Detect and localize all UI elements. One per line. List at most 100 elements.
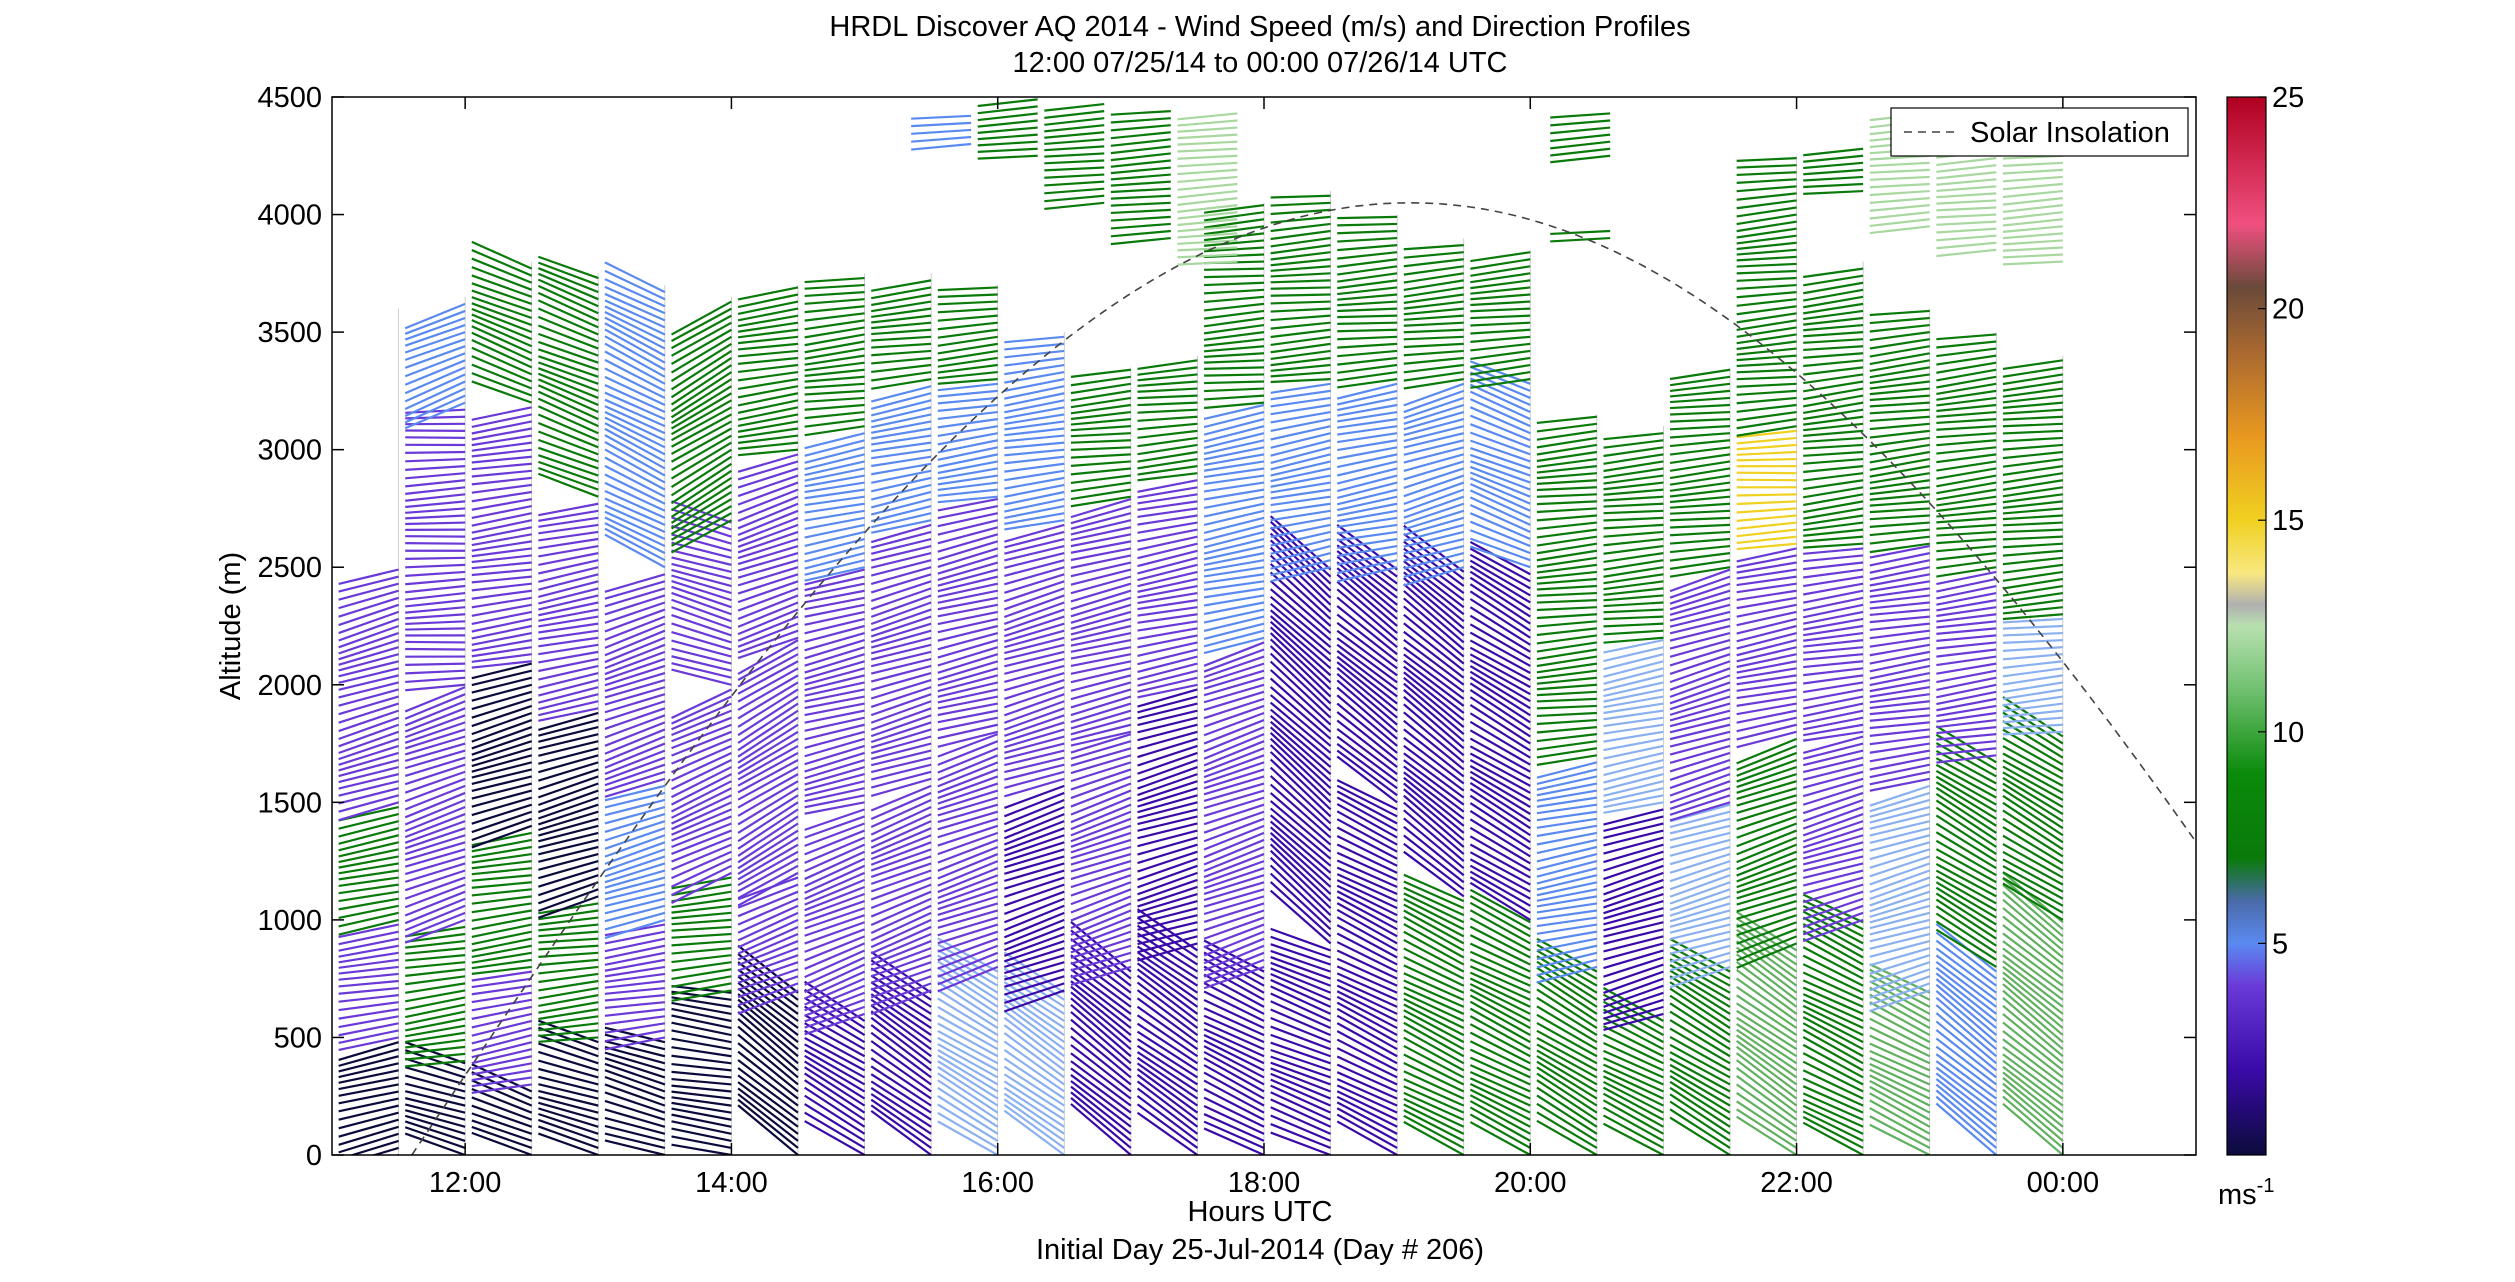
wind-barb bbox=[737, 1050, 799, 1100]
wind-barb bbox=[1536, 479, 1597, 485]
wind-barb bbox=[1070, 418, 1131, 426]
wind-barb bbox=[1736, 1028, 1798, 1072]
wind-barb bbox=[1669, 824, 1731, 842]
wind-barb bbox=[671, 1077, 732, 1086]
wind-barb bbox=[1869, 982, 1931, 1006]
wind-barb bbox=[1203, 867, 1265, 890]
wind-barb bbox=[1403, 533, 1465, 580]
wind-barb bbox=[937, 382, 998, 392]
wind-barb bbox=[804, 537, 865, 556]
wind-barb bbox=[1936, 690, 1997, 706]
wind-barb bbox=[1536, 881, 1598, 897]
wind-barb bbox=[1403, 986, 1465, 1015]
wind-barb bbox=[2002, 408, 2063, 415]
wind-barb bbox=[1936, 241, 1997, 250]
wind-barb bbox=[1337, 307, 1398, 313]
wind-barb bbox=[1936, 220, 1997, 226]
wind-barb bbox=[870, 476, 932, 493]
wind-barb bbox=[1070, 425, 1131, 432]
wind-barb bbox=[671, 709, 732, 737]
wind-barb bbox=[538, 711, 599, 732]
wind-barb bbox=[604, 869, 666, 889]
wind-barb bbox=[804, 1022, 866, 1058]
wind-barb bbox=[1936, 697, 1997, 712]
wind-barb bbox=[737, 808, 799, 850]
wind-barb bbox=[404, 1126, 466, 1149]
wind-barb bbox=[2002, 809, 2064, 851]
wind-barb bbox=[1003, 1016, 1065, 1065]
wind-barb bbox=[1869, 197, 1930, 204]
wind-barb bbox=[804, 631, 865, 652]
wind-barb bbox=[804, 446, 865, 464]
wind-barb bbox=[1469, 826, 1531, 865]
wind-barb bbox=[538, 1118, 599, 1142]
wind-barb bbox=[1469, 1023, 1531, 1058]
wind-barb bbox=[937, 1112, 999, 1149]
wind-barb bbox=[1203, 944, 1265, 972]
wind-barb bbox=[737, 780, 799, 817]
wind-barb bbox=[671, 541, 732, 559]
wind-barb bbox=[1269, 539, 1332, 599]
wind-barb bbox=[1669, 944, 1731, 963]
wind-barb bbox=[1336, 749, 1398, 797]
wind-barb bbox=[937, 378, 998, 385]
wind-barb bbox=[338, 918, 399, 936]
wind-barb bbox=[1869, 1085, 1931, 1121]
wind-barb bbox=[338, 751, 399, 772]
wind-barb bbox=[1603, 878, 1664, 903]
wind-barb bbox=[338, 820, 399, 838]
wind-barb bbox=[538, 650, 599, 664]
wind-barb bbox=[1603, 942, 1664, 961]
wind-barb bbox=[871, 448, 932, 460]
wind-barb bbox=[604, 434, 666, 470]
wind-barb bbox=[1469, 759, 1531, 794]
wind-barb bbox=[937, 403, 998, 412]
wind-barb bbox=[1137, 641, 1198, 657]
wind-barb bbox=[1603, 907, 1664, 926]
wind-barb bbox=[1936, 683, 1997, 699]
wind-barb bbox=[1470, 293, 1531, 301]
wind-barb bbox=[671, 662, 732, 679]
wind-barb bbox=[404, 841, 466, 862]
wind-barb bbox=[1110, 173, 1171, 181]
wind-barb bbox=[1869, 932, 1930, 950]
wind-barb bbox=[2002, 667, 2064, 678]
wind-profile bbox=[1935, 332, 1998, 1155]
wind-barb bbox=[338, 632, 399, 655]
wind-barb bbox=[1869, 650, 1930, 665]
wind-barb bbox=[1070, 610, 1132, 630]
wind-barb bbox=[1003, 806, 1065, 833]
wind-barb bbox=[1003, 1040, 1065, 1086]
wind-barb bbox=[1803, 695, 1864, 710]
wind-barb bbox=[1603, 751, 1664, 769]
wind-barb bbox=[2002, 730, 2063, 736]
wind-barb bbox=[604, 876, 666, 895]
wind-barb bbox=[471, 902, 532, 914]
wind-barb bbox=[1269, 546, 1332, 606]
wind-barb bbox=[1802, 848, 1864, 866]
wind-barb bbox=[937, 902, 999, 923]
wind-barb bbox=[870, 537, 932, 555]
wind-barb bbox=[1270, 251, 1331, 261]
wind-barb bbox=[671, 1062, 732, 1072]
wind-barb bbox=[1802, 1077, 1864, 1107]
wind-barb bbox=[1336, 1084, 1398, 1114]
wind-barb bbox=[1110, 222, 1171, 230]
wind-barb bbox=[1736, 596, 1797, 610]
wind-barb bbox=[804, 552, 865, 570]
wind-barb bbox=[1469, 371, 1531, 399]
wind-barb bbox=[1603, 467, 1664, 479]
wind-barb bbox=[1070, 495, 1132, 508]
wind-barb bbox=[1337, 396, 1398, 412]
wind-barb bbox=[1403, 571, 1465, 623]
wind-barb bbox=[604, 994, 665, 1002]
wind-barb bbox=[1536, 450, 1598, 463]
wind-barb bbox=[804, 963, 866, 994]
wind-barb bbox=[1936, 488, 1997, 501]
wind-barb bbox=[1736, 1075, 1798, 1121]
wind-barb bbox=[1270, 935, 1331, 959]
wind-barb bbox=[1004, 399, 1065, 414]
wind-barb bbox=[1270, 389, 1331, 401]
wind-barb bbox=[2002, 450, 2063, 460]
wind-barb bbox=[604, 269, 666, 301]
